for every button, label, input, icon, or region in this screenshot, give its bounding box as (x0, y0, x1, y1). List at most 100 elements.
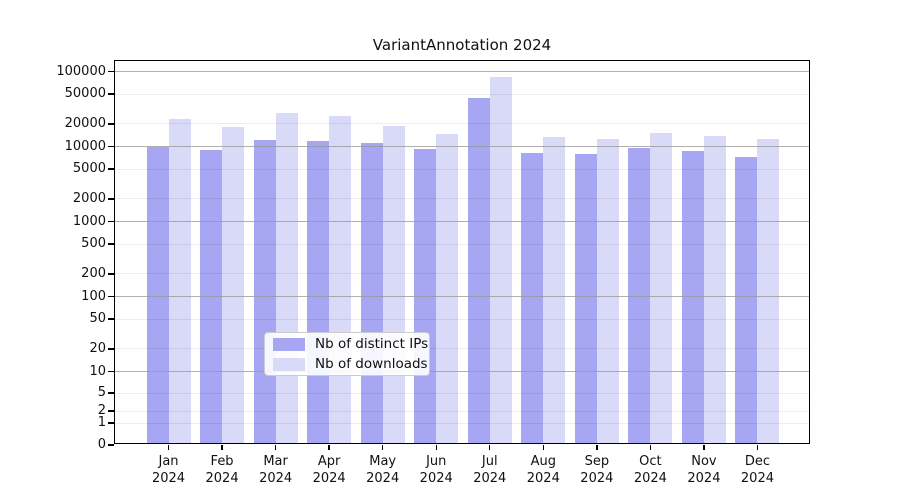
gridline-10 (115, 371, 809, 372)
ytick-label-1000: 1000 (72, 213, 106, 229)
ytick-mark-2 (108, 410, 114, 412)
xtick-mark-feb (221, 445, 223, 450)
ytick-label-2: 2 (97, 403, 106, 418)
xtick-label-sep: Sep 2024 (580, 454, 614, 486)
ytick-label-20: 20 (89, 340, 106, 356)
ytick-label-1: 1 (97, 415, 106, 430)
bar-sep-distinct-ips (574, 154, 597, 443)
xtick-mark-sep (596, 445, 598, 450)
ytick-mark-1000 (108, 220, 114, 223)
ytick-label-200: 200 (81, 265, 106, 281)
ytick-mark-20000 (108, 123, 114, 125)
legend-label-distinct-ips: Nb of distinct IPs (315, 336, 429, 352)
chart-title: VariantAnnotation 2024 (372, 36, 552, 54)
ytick-label-5000: 5000 (72, 161, 106, 177)
ytick-label-50: 50 (89, 311, 106, 327)
gridline-200 (115, 273, 809, 275)
xtick-label-jun: Jun 2024 (419, 454, 453, 486)
xtick-mark-dec (756, 445, 759, 450)
xtick-label-mar: Mar 2024 (259, 454, 293, 486)
ytick-mark-5000 (108, 168, 114, 170)
ytick-mark-2000 (108, 198, 114, 200)
xtick-mark-nov (703, 445, 705, 450)
ytick-label-10000: 10000 (64, 138, 106, 154)
xtick-mark-jun (435, 445, 437, 450)
xtick-label-oct: Oct 2024 (633, 454, 667, 486)
ytick-mark-0 (108, 444, 114, 446)
gridline-500 (115, 243, 809, 245)
bar-nov-downloads (703, 135, 726, 443)
ytick-label-10: 10 (89, 363, 106, 379)
ytick-label-0: 0 (97, 437, 106, 452)
bar-jun-downloads (436, 133, 459, 443)
ytick-label-50000: 50000 (64, 86, 106, 102)
xtick-mark-oct (649, 445, 652, 450)
bar-jul-downloads (489, 76, 512, 443)
gridline-2000 (115, 198, 809, 200)
xtick-mark-apr (328, 445, 330, 450)
bar-nov-distinct-ips (681, 151, 704, 443)
legend-row-downloads: Nb of downloads (273, 356, 428, 372)
ytick-label-20000: 20000 (64, 115, 106, 131)
ytick-mark-5 (108, 392, 114, 394)
bar-aug-distinct-ips (521, 152, 544, 443)
ytick-mark-10000 (108, 145, 114, 148)
bar-may-downloads (382, 126, 405, 443)
gridline-10000 (115, 146, 809, 147)
xtick-label-nov: Nov 2024 (687, 454, 721, 486)
bar-dec-downloads (757, 139, 780, 443)
xtick-mark-jul (489, 445, 491, 450)
ytick-mark-20 (108, 348, 114, 350)
xtick-label-aug: Aug 2024 (526, 454, 560, 486)
gridline-50 (115, 318, 809, 320)
legend: Nb of distinct IPs Nb of downloads (264, 332, 430, 376)
gridline-1000 (115, 221, 809, 222)
legend-label-downloads: Nb of downloads (315, 356, 428, 372)
xtick-label-may: May 2024 (366, 454, 400, 486)
ytick-mark-100000 (108, 70, 114, 73)
gridline-1 (115, 422, 809, 424)
ytick-mark-200 (108, 273, 114, 275)
bar-sep-downloads (596, 138, 619, 443)
gridline-50000 (115, 93, 809, 95)
gridline-20000 (115, 123, 809, 125)
ytick-label-5: 5 (97, 385, 106, 400)
ytick-label-500: 500 (81, 236, 106, 252)
xtick-label-feb: Feb 2024 (205, 454, 239, 486)
bar-dec-distinct-ips (735, 157, 758, 443)
bar-oct-downloads (650, 132, 673, 443)
ytick-mark-1 (108, 422, 114, 424)
gridline-5000 (115, 168, 809, 170)
xtick-mark-may (381, 445, 384, 450)
bar-apr-distinct-ips (307, 141, 330, 443)
ytick-label-2000: 2000 (72, 190, 106, 206)
ytick-mark-100 (108, 295, 114, 298)
xtick-label-jul: Jul 2024 (473, 454, 507, 486)
gridline-5 (115, 392, 809, 394)
legend-swatch-distinct-ips (273, 337, 305, 351)
bar-mar-distinct-ips (253, 139, 276, 443)
bar-aug-downloads (543, 136, 566, 443)
xtick-label-dec: Dec 2024 (740, 454, 774, 486)
gridline-20 (115, 348, 809, 350)
ytick-mark-50 (108, 318, 114, 320)
xtick-mark-jan (167, 445, 170, 450)
legend-row-distinct-ips: Nb of distinct IPs (273, 336, 428, 352)
bar-jul-distinct-ips (467, 97, 490, 443)
ytick-mark-500 (108, 243, 114, 245)
gridline-100000 (115, 71, 809, 72)
gridline-100 (115, 296, 809, 297)
ytick-label-100: 100 (81, 288, 106, 304)
legend-swatch-downloads (273, 357, 305, 371)
bar-may-distinct-ips (360, 142, 383, 443)
xtick-label-jan: Jan 2024 (151, 454, 186, 486)
bar-jan-downloads (168, 118, 191, 443)
xtick-label-apr: Apr 2024 (312, 454, 346, 486)
ytick-label-100000: 100000 (56, 63, 106, 79)
bar-apr-downloads (329, 116, 352, 443)
ytick-mark-50000 (108, 93, 114, 95)
gridline-2 (115, 410, 809, 412)
xtick-mark-aug (542, 445, 544, 450)
plot-area: 0 1 2 5 10 20 50 100 200 500 1000 2000 5000 10000 2000… (56, 60, 810, 486)
